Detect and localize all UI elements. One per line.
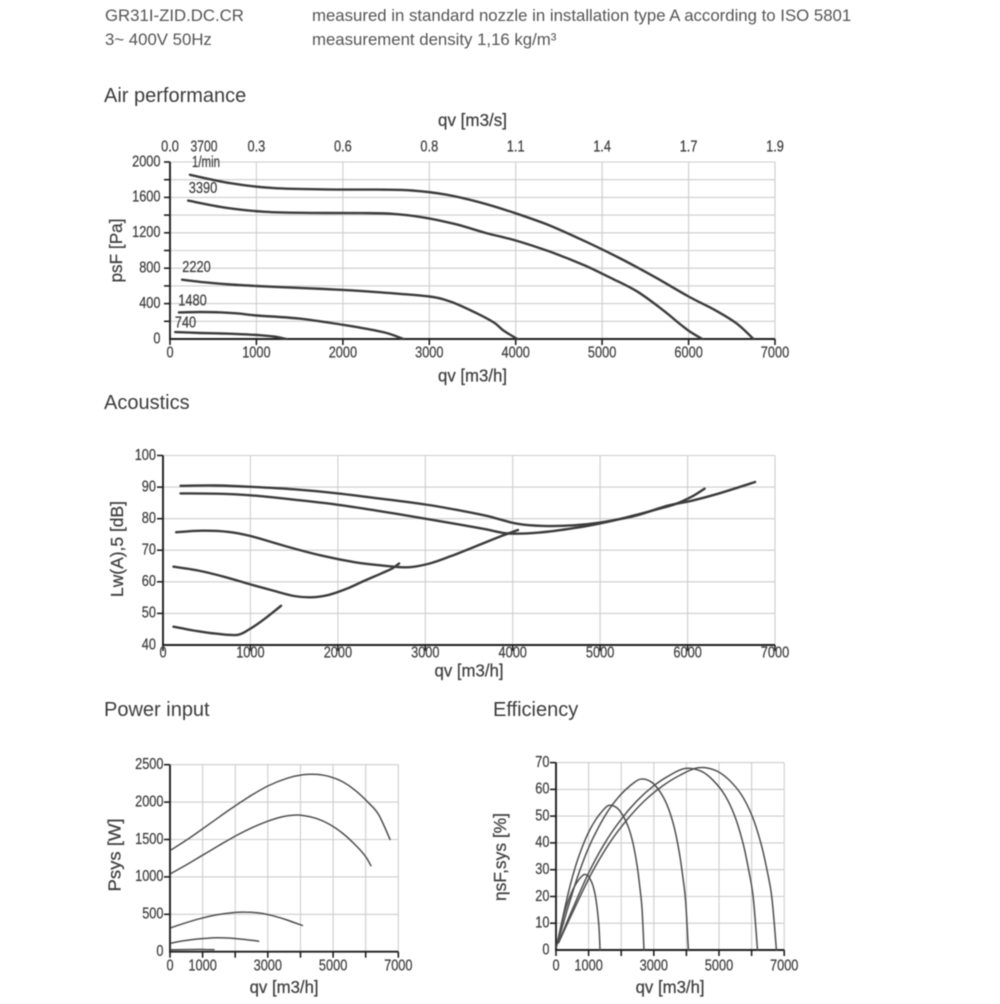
svg-text:2000: 2000 bbox=[132, 153, 160, 170]
svg-text:70: 70 bbox=[142, 542, 156, 559]
svg-text:0: 0 bbox=[156, 943, 163, 960]
svg-text:0.6: 0.6 bbox=[334, 138, 352, 155]
svg-text:1.4: 1.4 bbox=[593, 138, 611, 155]
svg-text:3000: 3000 bbox=[254, 958, 282, 975]
svg-text:0: 0 bbox=[166, 958, 173, 975]
svg-text:3000: 3000 bbox=[415, 345, 443, 362]
svg-text:6000: 6000 bbox=[673, 645, 701, 662]
svg-text:Lw(A),5 [dB]: Lw(A),5 [dB] bbox=[107, 501, 127, 597]
svg-text:0: 0 bbox=[166, 345, 173, 362]
svg-text:1/min: 1/min bbox=[192, 154, 220, 171]
svg-text:7000: 7000 bbox=[384, 958, 412, 975]
svg-text:qv [m3/s]: qv [m3/s] bbox=[438, 110, 507, 130]
svg-text:psF [Pa]: psF [Pa] bbox=[106, 219, 126, 283]
svg-text:0: 0 bbox=[552, 958, 559, 975]
svg-text:1480: 1480 bbox=[178, 293, 207, 310]
svg-text:0: 0 bbox=[153, 330, 160, 347]
svg-text:90: 90 bbox=[142, 478, 156, 495]
svg-text:50: 50 bbox=[535, 807, 549, 824]
svg-text:0.3: 0.3 bbox=[248, 138, 266, 155]
svg-text:3390: 3390 bbox=[189, 180, 218, 197]
svg-text:50: 50 bbox=[142, 605, 156, 622]
svg-text:1000: 1000 bbox=[135, 868, 163, 885]
svg-text:2000: 2000 bbox=[324, 645, 352, 662]
svg-text:1200: 1200 bbox=[132, 224, 160, 241]
svg-text:1000: 1000 bbox=[574, 958, 602, 975]
svg-text:1.1: 1.1 bbox=[507, 138, 525, 155]
svg-text:1.7: 1.7 bbox=[680, 138, 698, 155]
svg-text:60: 60 bbox=[142, 573, 156, 590]
svg-text:7000: 7000 bbox=[761, 645, 789, 662]
svg-text:5000: 5000 bbox=[319, 958, 347, 975]
svg-text:2000: 2000 bbox=[135, 793, 163, 810]
svg-text:40: 40 bbox=[142, 636, 156, 653]
svg-text:400: 400 bbox=[139, 295, 160, 312]
svg-text:1600: 1600 bbox=[132, 189, 160, 206]
svg-text:3000: 3000 bbox=[411, 645, 439, 662]
svg-text:1000: 1000 bbox=[188, 958, 216, 975]
svg-text:5000: 5000 bbox=[588, 345, 616, 362]
svg-text:Psys [W]: Psys [W] bbox=[105, 819, 125, 892]
svg-text:100: 100 bbox=[135, 447, 156, 464]
svg-text:1000: 1000 bbox=[242, 345, 270, 362]
svg-text:5000: 5000 bbox=[705, 958, 733, 975]
svg-text:3700: 3700 bbox=[191, 138, 218, 155]
svg-text:10: 10 bbox=[535, 915, 549, 932]
svg-text:qv [m3/h]: qv [m3/h] bbox=[636, 977, 705, 997]
svg-text:800: 800 bbox=[139, 260, 160, 277]
svg-text:1500: 1500 bbox=[135, 831, 163, 848]
svg-text:0.0: 0.0 bbox=[161, 138, 179, 155]
svg-text:3000: 3000 bbox=[640, 958, 668, 975]
svg-text:500: 500 bbox=[142, 906, 163, 923]
svg-text:70: 70 bbox=[535, 754, 549, 771]
svg-text:0: 0 bbox=[159, 645, 166, 662]
svg-text:ηsF,sys [%]: ηsF,sys [%] bbox=[490, 813, 510, 901]
svg-text:qv [m3/h]: qv [m3/h] bbox=[438, 366, 507, 386]
svg-text:7000: 7000 bbox=[761, 345, 789, 362]
svg-text:qv [m3/h]: qv [m3/h] bbox=[250, 977, 319, 997]
svg-text:2000: 2000 bbox=[329, 345, 357, 362]
svg-text:80: 80 bbox=[142, 510, 156, 527]
svg-text:1.9: 1.9 bbox=[766, 138, 784, 155]
svg-text:2220: 2220 bbox=[182, 259, 211, 276]
svg-text:0.8: 0.8 bbox=[420, 138, 438, 155]
svg-text:20: 20 bbox=[535, 888, 549, 905]
svg-text:1000: 1000 bbox=[236, 645, 264, 662]
svg-text:qv [m3/h]: qv [m3/h] bbox=[435, 661, 504, 681]
svg-text:7000: 7000 bbox=[770, 958, 798, 975]
svg-text:6000: 6000 bbox=[674, 345, 702, 362]
svg-text:4000: 4000 bbox=[499, 645, 527, 662]
svg-text:2500: 2500 bbox=[135, 756, 163, 773]
svg-text:40: 40 bbox=[535, 834, 549, 851]
svg-text:60: 60 bbox=[535, 781, 549, 798]
svg-text:740: 740 bbox=[175, 315, 196, 332]
svg-text:4000: 4000 bbox=[502, 345, 530, 362]
svg-text:0: 0 bbox=[542, 941, 549, 958]
svg-text:5000: 5000 bbox=[586, 645, 614, 662]
svg-text:30: 30 bbox=[535, 861, 549, 878]
